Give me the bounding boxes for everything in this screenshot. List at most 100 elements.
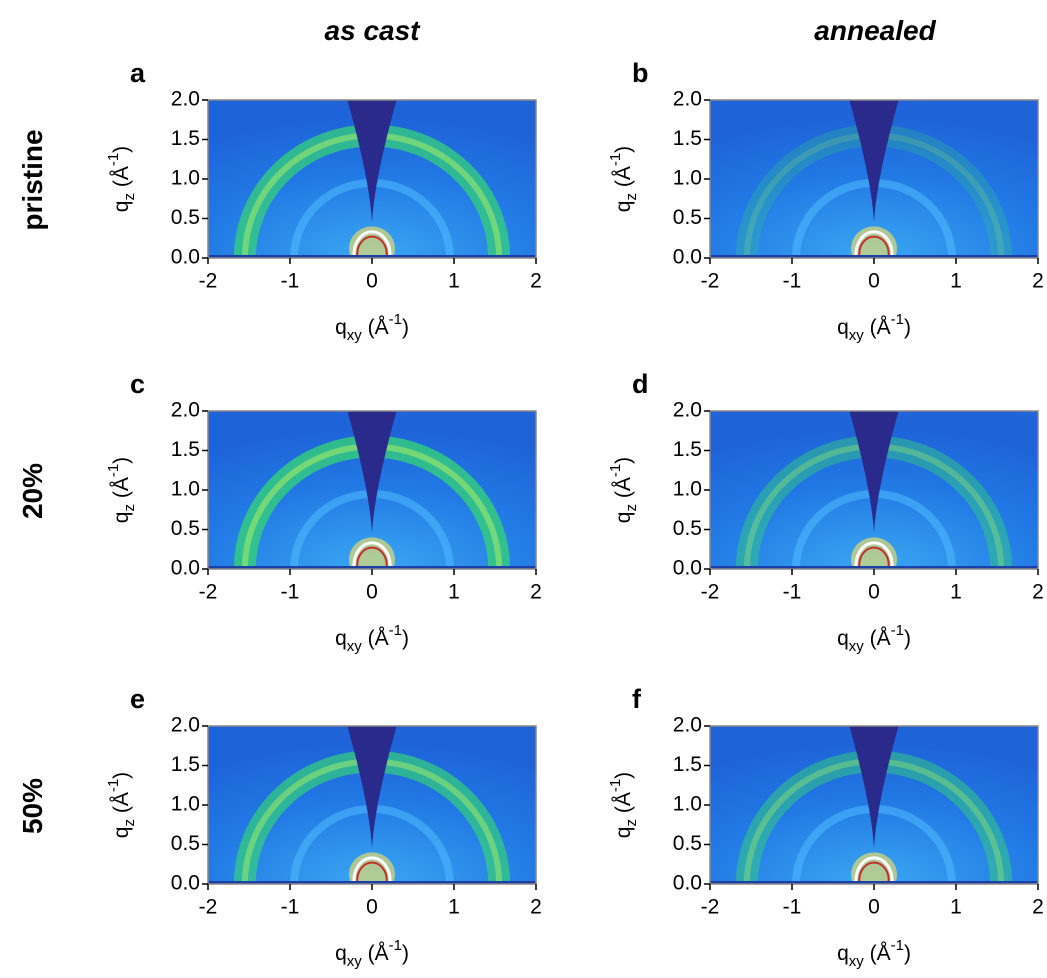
axis-label-part: (Å — [110, 792, 133, 819]
row-title: pristine — [17, 129, 48, 230]
x-tick-label: 0 — [366, 270, 378, 293]
x-tick-label: -2 — [701, 581, 720, 604]
horizon — [710, 566, 1038, 569]
y-axis-label: qz (Å-1) — [105, 457, 138, 523]
panel-label: c — [130, 369, 145, 399]
axis-label-part: ) — [612, 772, 635, 779]
x-tick-label: -1 — [783, 581, 802, 604]
y-tick-label: 2.0 — [171, 88, 200, 111]
x-tick-label: 2 — [530, 896, 542, 919]
y-tick-label: 0.5 — [171, 832, 200, 855]
y-tick-label: 0.5 — [673, 832, 702, 855]
axis-label-part: (Å — [110, 477, 133, 504]
x-tick-label: -2 — [701, 896, 720, 919]
image — [710, 726, 1038, 884]
axis-label-part: xy — [347, 953, 363, 970]
horizon — [208, 566, 536, 569]
x-tick-label: -2 — [199, 270, 218, 293]
horizon — [208, 881, 536, 884]
y-tick-label: 2.0 — [673, 399, 702, 422]
panel-label: e — [130, 684, 145, 714]
low-q-ring — [854, 856, 894, 884]
y-tick-label: 0.5 — [673, 206, 702, 229]
x-tick-label: -1 — [281, 896, 300, 919]
image — [208, 100, 536, 258]
low-q-ring — [854, 541, 894, 569]
panel-label: f — [632, 684, 642, 714]
axis-label-part: ) — [110, 146, 133, 153]
y-tick-label: 0.0 — [171, 246, 200, 269]
low-q-glow — [851, 852, 897, 884]
low-q-ring — [356, 861, 388, 884]
x-axis-label: qxy (Å-1) — [837, 311, 911, 344]
y-tick-label: 0.5 — [171, 206, 200, 229]
low-q-ring — [356, 235, 388, 258]
axis-label-part: q — [612, 201, 635, 213]
missing-wedge — [347, 726, 397, 849]
y-tick-label: 0.0 — [673, 246, 702, 269]
y-tick-label: 0.0 — [673, 872, 702, 895]
missing-wedge — [347, 100, 397, 223]
missing-wedge — [849, 411, 899, 534]
low-q-ring — [858, 546, 890, 569]
y-tick-label: 1.5 — [673, 438, 702, 461]
axis-label-part: -1 — [105, 464, 122, 477]
x-tick-label: 1 — [448, 581, 460, 604]
low-q-ring — [858, 235, 890, 258]
y-tick-label: 0.5 — [171, 517, 200, 540]
x-tick-label: -1 — [281, 581, 300, 604]
axis-label-part: q — [837, 627, 849, 650]
x-tick-label: 1 — [950, 896, 962, 919]
axis-label-part: q — [335, 942, 347, 965]
x-tick-label: -2 — [199, 581, 218, 604]
y-tick-label: 2.0 — [171, 714, 200, 737]
axis-label-part: (Å — [110, 166, 133, 193]
y-tick-label: 1.5 — [171, 127, 200, 150]
y-axis-label: qz (Å-1) — [105, 146, 138, 212]
axis-label-part: ) — [402, 942, 409, 965]
axis-label-part: xy — [849, 327, 865, 344]
y-tick-label: 2.0 — [673, 88, 702, 111]
x-tick-label: 2 — [1032, 270, 1044, 293]
low-q-glow — [851, 537, 897, 569]
column-title: annealed — [814, 15, 936, 46]
x-tick-label: -1 — [783, 896, 802, 919]
x-tick-label: -2 — [199, 896, 218, 919]
x-tick-label: 0 — [366, 581, 378, 604]
axis-label-part: z — [121, 819, 138, 827]
axis-label-part: q — [110, 512, 133, 524]
y-tick-label: 1.0 — [171, 478, 200, 501]
axis-label-part: -1 — [105, 153, 122, 166]
axis-label-part: z — [121, 193, 138, 201]
panel-label: b — [632, 58, 649, 88]
missing-wedge — [347, 411, 397, 534]
x-tick-label: 0 — [868, 896, 880, 919]
x-tick-label: 2 — [530, 270, 542, 293]
x-tick-label: 0 — [366, 896, 378, 919]
axis-label-part: ) — [904, 316, 911, 339]
missing-wedge — [849, 100, 899, 223]
axis-label-part: ) — [402, 316, 409, 339]
x-tick-label: -2 — [701, 270, 720, 293]
y-tick-label: 1.5 — [171, 438, 200, 461]
axis-label-part: (Å — [362, 316, 389, 339]
low-q-glow — [349, 852, 395, 884]
y-tick-label: 1.5 — [673, 127, 702, 150]
axis-label-part: ) — [904, 942, 911, 965]
x-tick-label: 1 — [448, 896, 460, 919]
x-tick-label: -1 — [783, 270, 802, 293]
x-tick-label: 2 — [1032, 581, 1044, 604]
y-tick-label: 0.5 — [673, 517, 702, 540]
y-axis-label: qz (Å-1) — [105, 772, 138, 838]
y-tick-label: 1.0 — [171, 793, 200, 816]
horizon — [710, 255, 1038, 258]
low-q-ring — [854, 230, 894, 258]
axis-label-part: q — [612, 827, 635, 839]
y-tick-label: 0.0 — [171, 557, 200, 580]
row-title: 50% — [17, 778, 48, 834]
y-tick-label: 2.0 — [171, 399, 200, 422]
axis-label-part: ) — [110, 457, 133, 464]
axis-label-part: -1 — [607, 464, 624, 477]
axis-label-part: q — [612, 512, 635, 524]
low-q-ring — [352, 230, 392, 258]
